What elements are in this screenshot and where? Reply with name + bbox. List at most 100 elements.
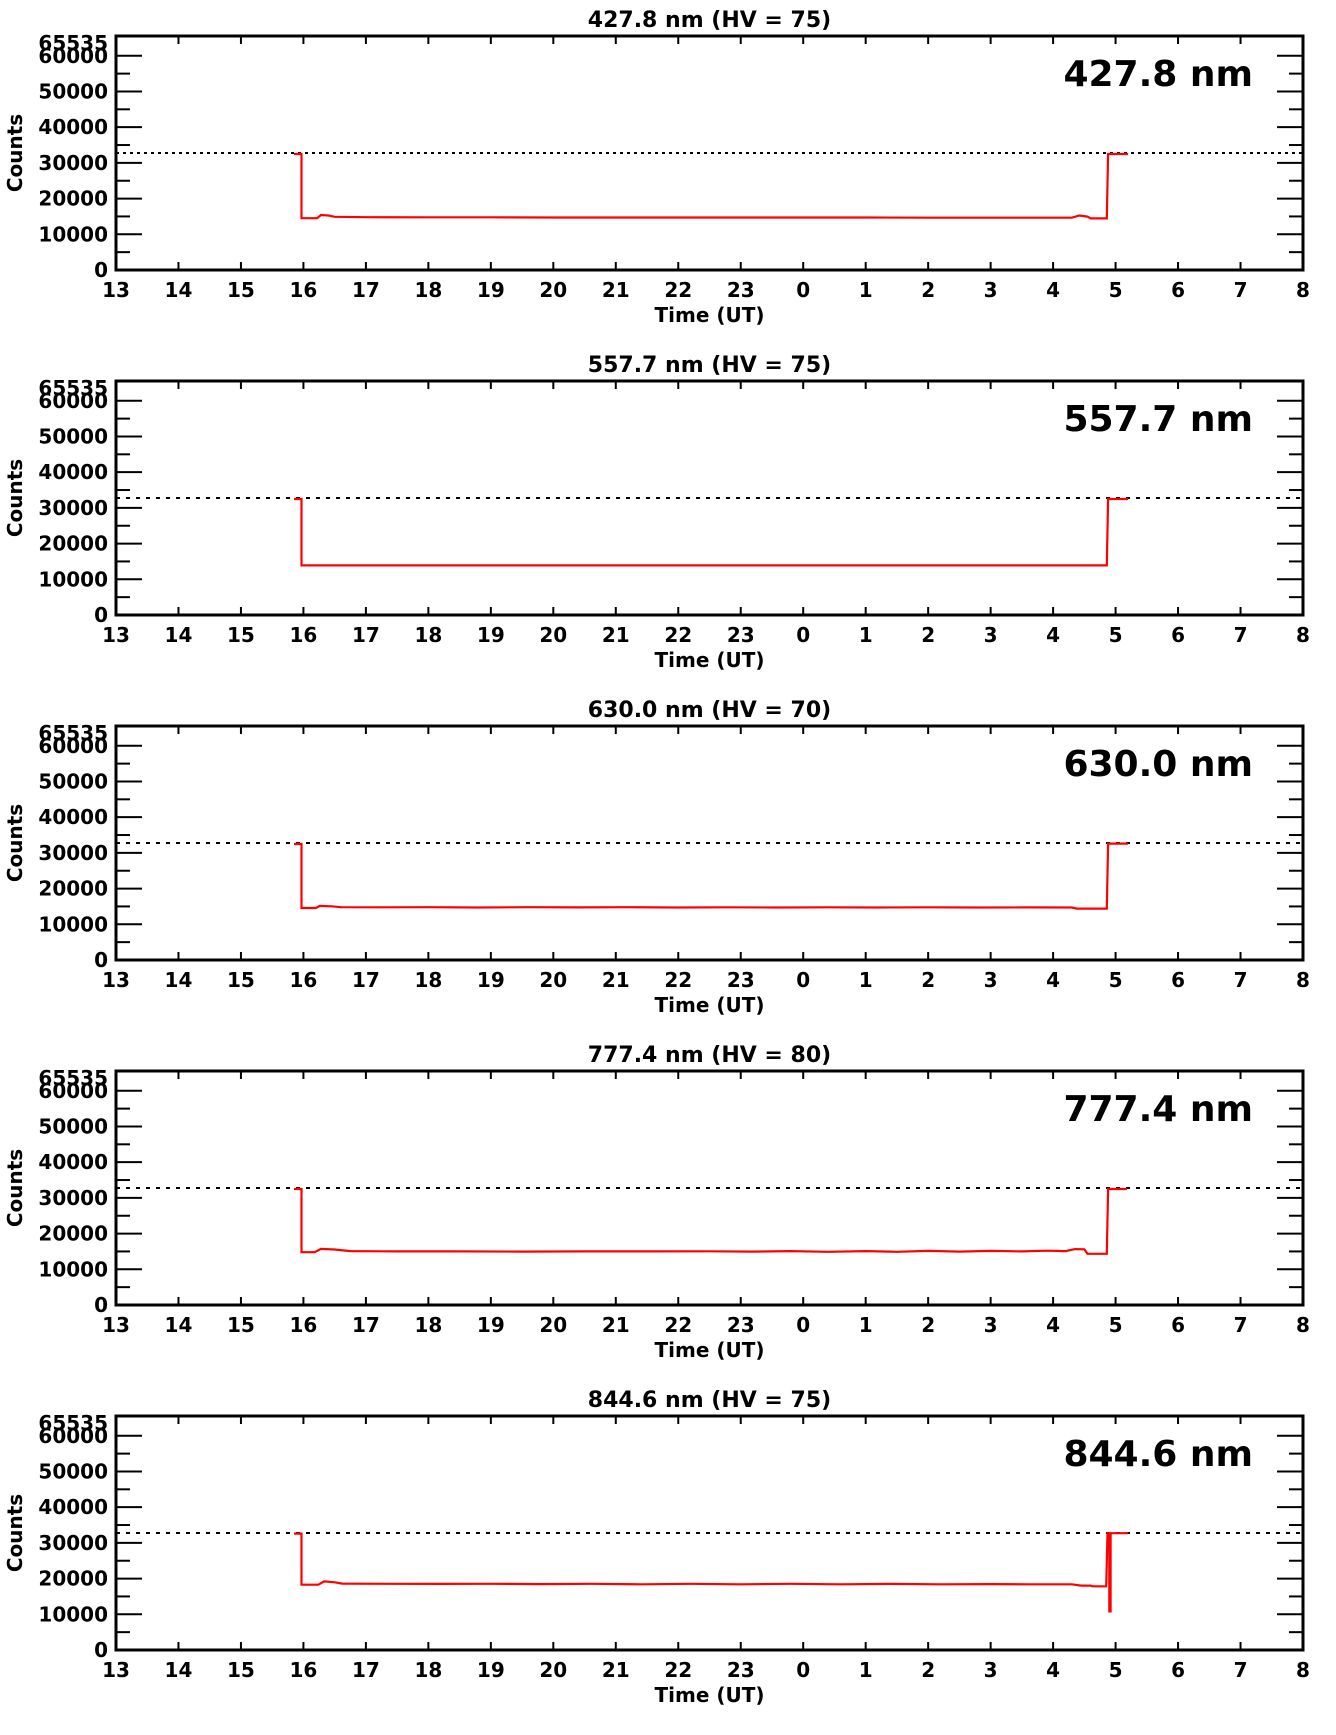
y-tick-label: 10000 — [38, 912, 108, 936]
y-tick-label-top: 65535 — [38, 721, 108, 745]
y-tick-label: 60000 — [38, 1424, 108, 1448]
y-tick-label: 0 — [94, 258, 108, 282]
x-tick-label: 16 — [289, 1658, 317, 1682]
x-tick-label: 4 — [1046, 1313, 1060, 1337]
x-tick-label: 18 — [414, 1658, 442, 1682]
corner-wavelength-label: 844.6 nm — [1063, 1434, 1253, 1475]
x-tick-label: 14 — [165, 623, 193, 647]
y-tick-label: 40000 — [38, 115, 108, 139]
x-tick-label: 1 — [859, 623, 873, 647]
x-tick-label: 4 — [1046, 623, 1060, 647]
y-tick-label: 20000 — [38, 1567, 108, 1591]
x-tick-label: 19 — [477, 1313, 505, 1337]
y-axis-ticks — [116, 54, 1303, 271]
x-axis-ticks — [115, 1071, 1304, 1305]
x-tick-label: 6 — [1171, 1658, 1185, 1682]
y-tick-label: 20000 — [38, 1222, 108, 1246]
x-tick-label: 2 — [921, 623, 935, 647]
y-tick-label: 40000 — [38, 460, 108, 484]
x-tick-label: 19 — [477, 968, 505, 992]
plot-title: 777.4 nm (HV = 80) — [588, 1043, 831, 1068]
x-tick-label: 19 — [477, 623, 505, 647]
x-tick-label: 2 — [921, 1313, 935, 1337]
x-tick-label: 13 — [102, 1313, 130, 1337]
x-axis-label: Time (UT) — [654, 1338, 764, 1362]
x-tick-label: 3 — [984, 1658, 998, 1682]
x-tick-label: 15 — [227, 623, 255, 647]
x-tick-label: 13 — [102, 278, 130, 302]
x-tick-label: 13 — [102, 968, 130, 992]
y-tick-label: 50000 — [38, 79, 108, 103]
plot-title: 427.8 nm (HV = 75) — [588, 8, 831, 33]
data-line — [294, 152, 1129, 220]
x-tick-label: 6 — [1171, 623, 1185, 647]
x-axis-ticks — [115, 1416, 1304, 1650]
y-tick-label: 60000 — [38, 1079, 108, 1103]
data-line — [294, 842, 1129, 910]
x-tick-label: 5 — [1109, 1313, 1123, 1337]
y-tick-label: 0 — [94, 1638, 108, 1662]
y-tick-label: 10000 — [38, 1602, 108, 1626]
y-tick-label: 0 — [94, 603, 108, 627]
x-tick-label: 20 — [539, 623, 567, 647]
x-tick-label: 16 — [289, 623, 317, 647]
x-tick-label: 4 — [1046, 1658, 1060, 1682]
x-axis-label: Time (UT) — [654, 648, 764, 672]
x-tick-label: 21 — [602, 1658, 630, 1682]
x-tick-label: 3 — [984, 623, 998, 647]
x-tick-label: 17 — [352, 968, 380, 992]
y-tick-label: 60000 — [38, 734, 108, 758]
y-tick-label: 60000 — [38, 389, 108, 413]
x-tick-label: 8 — [1296, 968, 1310, 992]
x-tick-label: 17 — [352, 278, 380, 302]
y-tick-label: 10000 — [38, 222, 108, 246]
x-tick-label: 22 — [664, 968, 692, 992]
x-tick-label: 0 — [796, 278, 810, 302]
x-tick-label: 8 — [1296, 623, 1310, 647]
y-tick-label: 30000 — [38, 496, 108, 520]
y-tick-label: 30000 — [38, 1531, 108, 1555]
data-line — [294, 1532, 1129, 1613]
corner-wavelength-label: 777.4 nm — [1063, 1089, 1253, 1130]
plot-title: 557.7 nm (HV = 75) — [588, 353, 831, 378]
x-tick-label: 18 — [414, 1313, 442, 1337]
y-tick-label: 50000 — [38, 1114, 108, 1138]
x-tick-label: 15 — [227, 1658, 255, 1682]
x-tick-label: 15 — [227, 278, 255, 302]
x-tick-label: 22 — [664, 1658, 692, 1682]
x-tick-label: 4 — [1046, 278, 1060, 302]
x-tick-label: 14 — [165, 1658, 193, 1682]
x-tick-label: 3 — [984, 278, 998, 302]
x-tick-label: 0 — [796, 1313, 810, 1337]
x-tick-label: 8 — [1296, 1313, 1310, 1337]
y-tick-label: 40000 — [38, 1150, 108, 1174]
y-tick-label: 0 — [94, 948, 108, 972]
x-tick-label: 6 — [1171, 968, 1185, 992]
x-tick-label: 7 — [1234, 968, 1248, 992]
x-tick-label: 14 — [165, 1313, 193, 1337]
x-tick-label: 6 — [1171, 278, 1185, 302]
x-tick-label: 22 — [664, 623, 692, 647]
x-tick-label: 5 — [1109, 968, 1123, 992]
x-tick-label: 3 — [984, 968, 998, 992]
x-tick-label: 7 — [1234, 1313, 1248, 1337]
y-tick-label: 20000 — [38, 532, 108, 556]
x-tick-label: 5 — [1109, 623, 1123, 647]
y-axis-ticks — [116, 399, 1303, 616]
x-tick-label: 1 — [859, 968, 873, 992]
y-tick-label: 50000 — [38, 424, 108, 448]
x-tick-label: 17 — [352, 1313, 380, 1337]
y-tick-label: 0 — [94, 1293, 108, 1317]
x-tick-label: 2 — [921, 1658, 935, 1682]
x-tick-label: 21 — [602, 623, 630, 647]
y-axis-label: Counts — [3, 1494, 27, 1572]
x-tick-label: 7 — [1234, 1658, 1248, 1682]
corner-wavelength-label: 557.7 nm — [1063, 399, 1253, 440]
y-tick-label: 40000 — [38, 805, 108, 829]
data-line — [294, 1187, 1127, 1255]
x-tick-label: 4 — [1046, 968, 1060, 992]
x-tick-label: 0 — [796, 623, 810, 647]
